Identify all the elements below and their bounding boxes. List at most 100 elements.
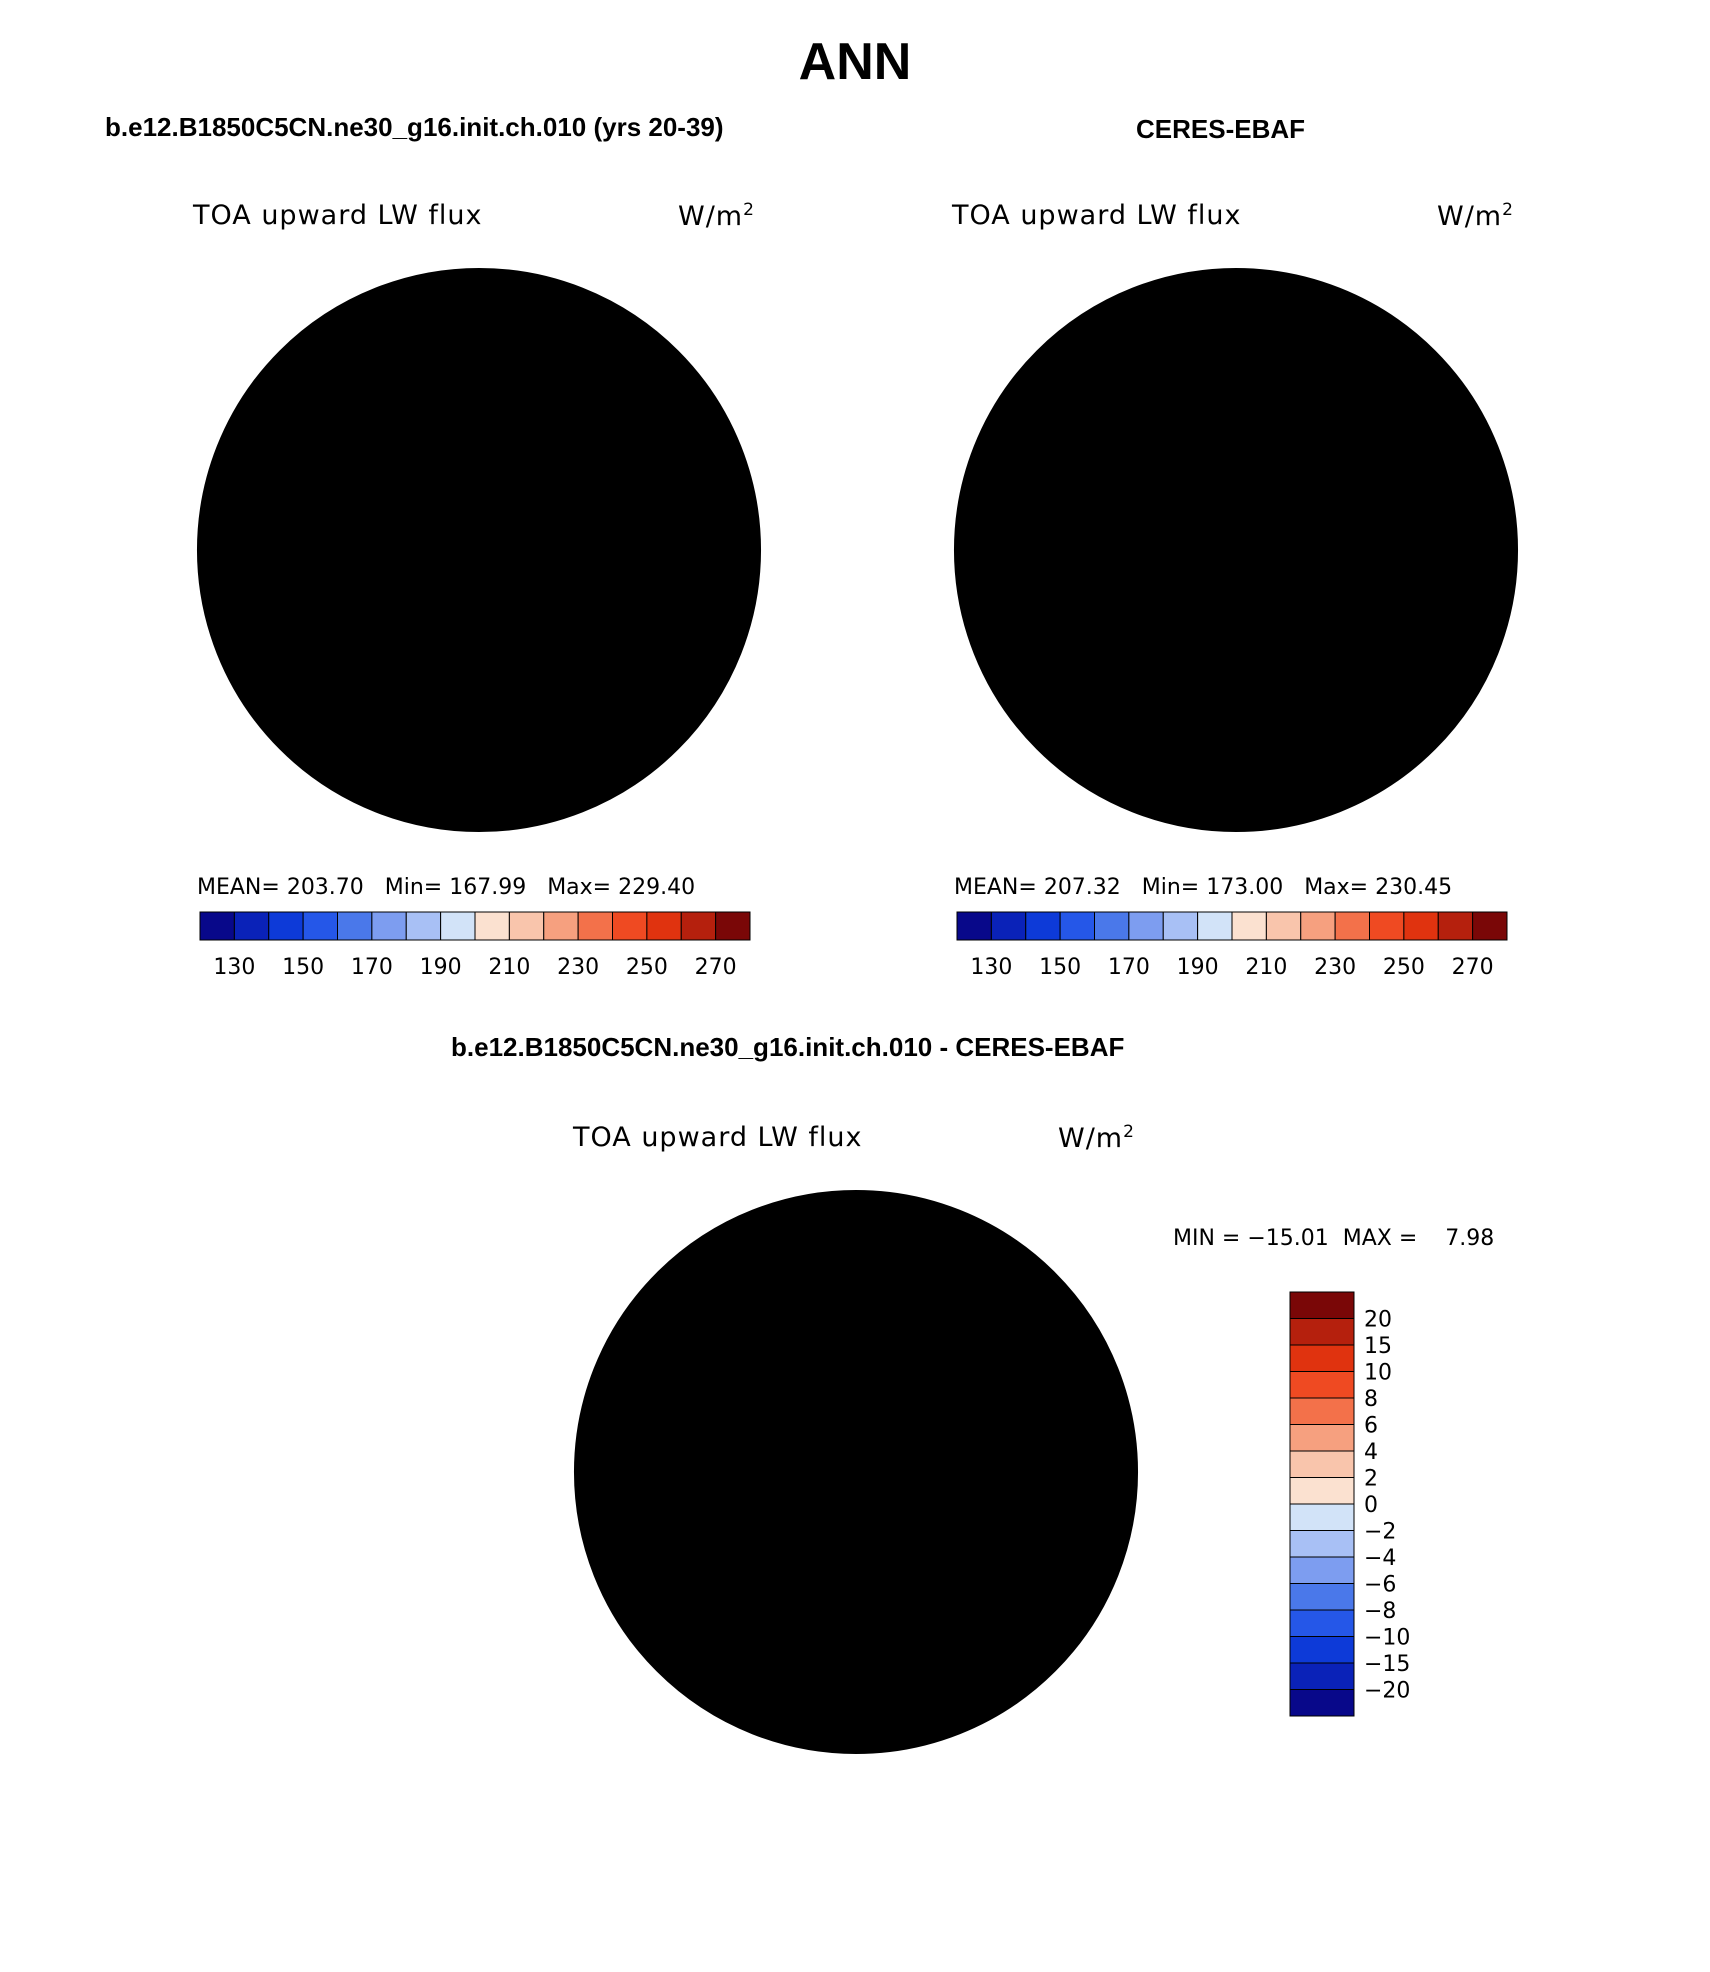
figure-title: ANN: [798, 33, 912, 91]
colorbar-tick-label: −6: [1364, 1573, 1396, 1598]
colorbar-tick-label: 250: [1383, 955, 1425, 980]
stats-text: MIN = −15.01 MAX = 7.98: [1173, 1226, 1495, 1251]
colorbar-swatch: [1289, 1636, 1355, 1664]
colorbar-swatch: [1300, 911, 1336, 941]
colorbar-swatch: [1289, 1662, 1355, 1690]
colorbar-swatch: [612, 911, 648, 941]
colorbar-swatch: [268, 911, 304, 941]
stats-text: MEAN= 203.70 Min= 167.99 Max= 229.40: [197, 875, 696, 900]
colorbar-swatch: [371, 911, 407, 941]
colorbar-swatch: [1472, 911, 1508, 941]
colorbar-swatch: [199, 911, 235, 941]
colorbar-swatch: [1289, 1424, 1355, 1452]
colorbar-swatch: [990, 911, 1027, 941]
units-label: W/m2: [1437, 200, 1514, 232]
colorbar-tick-label: 210: [1245, 955, 1287, 980]
colorbar-swatch: [646, 911, 682, 941]
colorbar-swatch: [1289, 1689, 1355, 1717]
variable-label: TOA upward LW flux: [193, 200, 483, 231]
colorbar-swatch: [1437, 911, 1474, 941]
colorbar-tick-label: −8: [1364, 1599, 1396, 1624]
colorbar-observations: 130 150 170 190 210 230 250 270: [956, 911, 1508, 980]
colorbar-tick-label: 15: [1364, 1334, 1392, 1359]
colorbar-swatch: [1289, 1291, 1355, 1319]
colorbar-swatch: [680, 911, 717, 941]
panel-right-title: CERES-EBAF: [1136, 114, 1306, 144]
colorbar-swatch: [577, 911, 613, 941]
colorbar-swatch: [233, 911, 270, 941]
units-exponent: 2: [1502, 200, 1514, 220]
colorbar-swatch: [1289, 1371, 1355, 1399]
units-exponent: 2: [1123, 1122, 1135, 1142]
colorbar-swatch: [1289, 1503, 1355, 1531]
colorbar-tick-label: 0: [1364, 1493, 1378, 1518]
colorbar-swatch: [715, 911, 751, 941]
colorbar-swatch: [1289, 1318, 1355, 1346]
variable-label: TOA upward LW flux: [952, 200, 1242, 231]
panel-diff-title: b.e12.B1850C5CN.ne30_g16.init.ch.010 - C…: [451, 1032, 1125, 1062]
colorbar-tick-label: 190: [420, 955, 462, 980]
colorbar-swatch: [1289, 1450, 1355, 1478]
colorbar-swatch: [1289, 1530, 1355, 1558]
polar-map-model: [196, 267, 762, 833]
colorbar-tick-label: −2: [1364, 1520, 1396, 1545]
colorbar-tick-label: −15: [1364, 1652, 1410, 1677]
colorbar-swatch: [1289, 1556, 1355, 1584]
colorbar-swatch: [1289, 1583, 1355, 1611]
variable-label: TOA upward LW flux: [573, 1122, 863, 1153]
colorbar-swatch: [1369, 911, 1405, 941]
colorbar-swatch: [543, 911, 579, 941]
colorbar-swatch: [302, 911, 338, 941]
colorbar-tick-label: 150: [1039, 955, 1081, 980]
colorbar-tick-label: 10: [1364, 1361, 1392, 1386]
colorbar-swatch: [1059, 911, 1095, 941]
colorbar-tick-label: −20: [1364, 1679, 1410, 1704]
colorbar-tick-label: 150: [282, 955, 324, 980]
colorbar-swatch: [508, 911, 545, 941]
colorbar-tick-label: 230: [1314, 955, 1356, 980]
units-text: W/m: [1437, 201, 1503, 232]
colorbar-swatch: [1162, 911, 1199, 941]
units-exponent: 2: [743, 200, 755, 220]
colorbar-tick-label: 270: [695, 955, 737, 980]
colorbar-swatch: [1289, 1477, 1355, 1505]
colorbar-tick-label: 170: [351, 955, 393, 980]
colorbar-swatch: [1403, 911, 1439, 941]
colorbar-swatch: [405, 911, 442, 941]
colorbar-swatch: [440, 911, 476, 941]
polar-map-observations: [953, 267, 1519, 833]
colorbar-tick-label: 250: [626, 955, 668, 980]
colorbar-swatch: [1197, 911, 1233, 941]
colorbar-tick-label: 2: [1364, 1467, 1378, 1492]
colorbar-tick-label: 210: [488, 955, 530, 980]
colorbar-swatch: [337, 911, 373, 941]
units-label: W/m2: [678, 200, 755, 232]
colorbar-swatch: [956, 911, 992, 941]
colorbar-swatch: [1128, 911, 1164, 941]
stats-text: MEAN= 207.32 Min= 173.00 Max= 230.45: [954, 875, 1453, 900]
units-label: W/m2: [1058, 1122, 1135, 1154]
colorbar-swatch: [1231, 911, 1267, 941]
colorbar-tick-label: 130: [213, 955, 255, 980]
colorbar-tick-label: 20: [1364, 1308, 1392, 1333]
colorbar-tick-label: 130: [970, 955, 1012, 980]
colorbar-tick-label: 6: [1364, 1414, 1378, 1439]
units-text: W/m: [1058, 1123, 1124, 1154]
colorbar-swatch: [1265, 911, 1302, 941]
colorbar-swatch: [474, 911, 510, 941]
colorbar-swatch: [1334, 911, 1370, 941]
colorbar-tick-label: 190: [1177, 955, 1219, 980]
units-text: W/m: [678, 201, 744, 232]
colorbar-model: 130 150 170 190 210 230 250 270: [199, 911, 751, 980]
colorbar-swatch: [1025, 911, 1061, 941]
colorbar-tick-label: −10: [1364, 1626, 1410, 1651]
colorbar-tick-label: 270: [1452, 955, 1494, 980]
colorbar-tick-label: −4: [1364, 1546, 1396, 1571]
colorbar-tick-label: 8: [1364, 1387, 1378, 1412]
colorbar-swatch: [1289, 1609, 1355, 1637]
colorbar-tick-label: 170: [1108, 955, 1150, 980]
colorbar-swatch: [1094, 911, 1130, 941]
polar-map-difference: [573, 1189, 1139, 1755]
colorbar-swatch: [1289, 1397, 1355, 1425]
colorbar-tick-label: 4: [1364, 1440, 1378, 1465]
